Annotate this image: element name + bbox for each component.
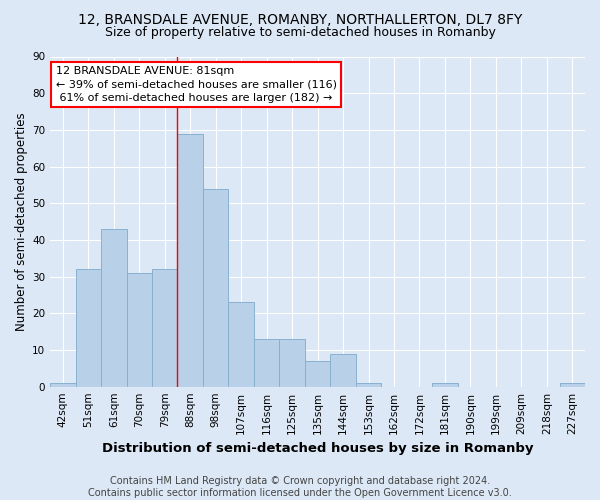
Bar	[254, 339, 280, 386]
Text: 12 BRANSDALE AVENUE: 81sqm
← 39% of semi-detached houses are smaller (116)
 61% : 12 BRANSDALE AVENUE: 81sqm ← 39% of semi…	[56, 66, 337, 103]
Bar	[356, 383, 381, 386]
Bar	[280, 339, 305, 386]
Bar	[127, 273, 152, 386]
Text: Size of property relative to semi-detached houses in Romanby: Size of property relative to semi-detach…	[104, 26, 496, 39]
Bar	[50, 383, 76, 386]
Bar	[101, 229, 127, 386]
Bar	[560, 383, 585, 386]
Bar	[203, 188, 229, 386]
Bar	[305, 361, 331, 386]
Bar	[76, 270, 101, 386]
X-axis label: Distribution of semi-detached houses by size in Romanby: Distribution of semi-detached houses by …	[102, 442, 533, 455]
Y-axis label: Number of semi-detached properties: Number of semi-detached properties	[15, 112, 28, 331]
Bar	[331, 354, 356, 386]
Bar	[229, 302, 254, 386]
Text: Contains HM Land Registry data © Crown copyright and database right 2024.
Contai: Contains HM Land Registry data © Crown c…	[88, 476, 512, 498]
Bar	[178, 134, 203, 386]
Bar	[152, 270, 178, 386]
Bar	[432, 383, 458, 386]
Text: 12, BRANSDALE AVENUE, ROMANBY, NORTHALLERTON, DL7 8FY: 12, BRANSDALE AVENUE, ROMANBY, NORTHALLE…	[78, 12, 522, 26]
